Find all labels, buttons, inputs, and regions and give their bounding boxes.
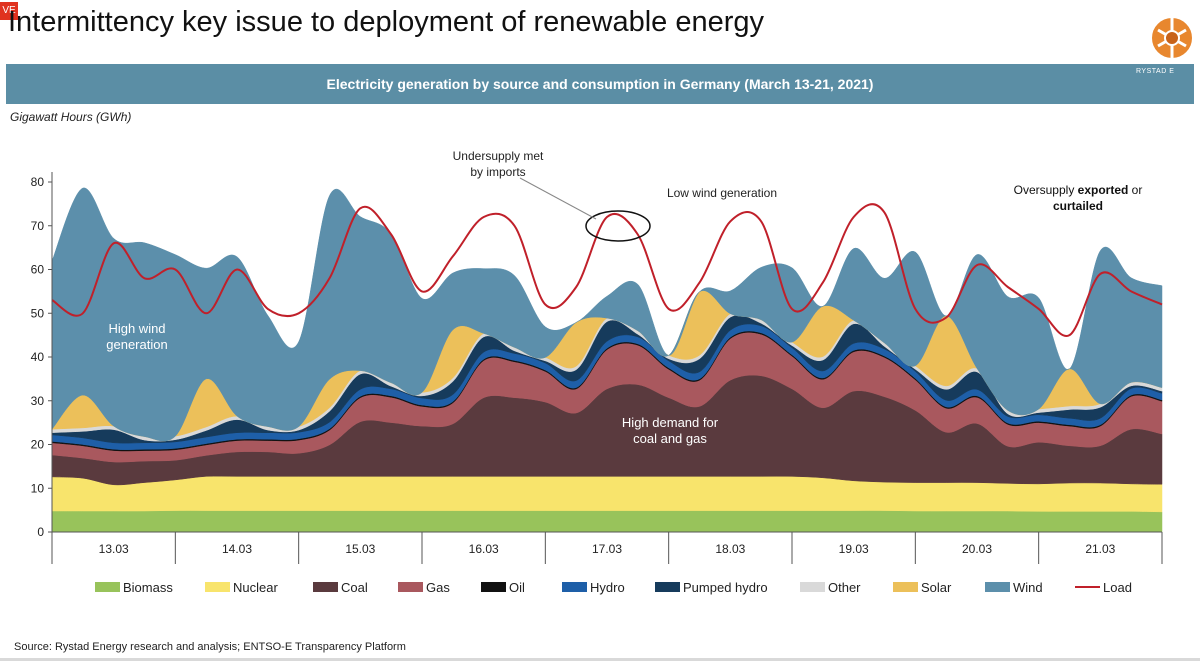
annotation-undersupply-met-by-imports: by imports: [470, 165, 525, 179]
annotation-high-wind-generation: High wind: [108, 321, 165, 336]
rystad-logo-icon: [1150, 16, 1194, 60]
logo-text: RYSTAD E: [1136, 68, 1175, 75]
y-tick-label: 0: [37, 525, 44, 539]
annotation-high-demand-for-coal-and-gas: High demand for: [622, 415, 719, 430]
legend-label-nuclear: Nuclear: [233, 580, 278, 595]
legend-label-pumped-hydro: Pumped hydro: [683, 580, 768, 595]
annotation-high-wind-generation: generation: [106, 337, 167, 352]
legend-label-gas: Gas: [426, 580, 450, 595]
y-tick-label: 70: [31, 219, 45, 233]
y-tick-label: 10: [31, 481, 45, 495]
live-badge: VE: [0, 2, 18, 20]
legend-swatch-nuclear: [205, 582, 230, 592]
y-axis-unit-label: Gigawatt Hours (GWh): [10, 110, 132, 124]
area-biomass: [51, 510, 1163, 533]
annotation-undersupply-met-by-imports: Undersupply met: [453, 149, 544, 163]
y-tick-label: 30: [31, 394, 45, 408]
legend-swatch-coal: [313, 582, 338, 592]
x-tick-label: 15.03: [345, 542, 375, 556]
chart-title: Electricity generation by source and con…: [326, 76, 874, 92]
legend-swatch-pumped-hydro: [655, 582, 680, 592]
annotation-oversupply-exported-or-curtailed: curtailed: [1053, 199, 1103, 213]
source-note: Source: Rystad Energy research and analy…: [14, 641, 406, 653]
legend-label-oil: Oil: [509, 580, 525, 595]
x-tick-label: 20.03: [962, 542, 992, 556]
legend-label-coal: Coal: [341, 580, 368, 595]
chart-title-banner: Electricity generation by source and con…: [6, 64, 1194, 104]
legend-swatch-solar: [893, 582, 918, 592]
legend-swatch-biomass: [95, 582, 120, 592]
bottom-divider: [0, 658, 1200, 661]
annotation-high-demand-for-coal-and-gas: coal and gas: [633, 431, 707, 446]
page-title: Intermittency key issue to deployment of…: [8, 6, 765, 38]
x-tick-label: 13.03: [99, 542, 129, 556]
y-tick-label: 20: [31, 438, 45, 452]
x-tick-label: 18.03: [715, 542, 745, 556]
x-tick-label: 17.03: [592, 542, 622, 556]
legend-swatch-gas: [398, 582, 423, 592]
y-tick-label: 60: [31, 263, 45, 277]
legend-label-solar: Solar: [921, 580, 952, 595]
legend-label-biomass: Biomass: [123, 580, 173, 595]
annotation-low-wind-generation: Low wind generation: [667, 186, 777, 200]
line-load: [51, 203, 1163, 337]
legend-swatch-hydro: [562, 582, 587, 592]
annotation-oversupply-exported-or-curtailed: Oversupply exported or: [1014, 183, 1143, 197]
x-tick-label: 19.03: [839, 542, 869, 556]
legend-swatch-wind: [985, 582, 1010, 592]
x-tick-label: 21.03: [1085, 542, 1115, 556]
undersupply-highlight-circle: [585, 210, 651, 242]
legend-label-other: Other: [828, 580, 861, 595]
y-tick-label: 80: [31, 175, 45, 189]
legend-label-wind: Wind: [1013, 580, 1043, 595]
stacked-area-chart: 0 10 20 30 40 50 60 70 80 13.03 14.03 15.03 16.03 17.…: [31, 149, 1163, 595]
y-tick-label: 50: [31, 306, 45, 320]
legend-swatch-oil: [481, 582, 506, 592]
x-tick-label: 14.03: [222, 542, 252, 556]
legend-label-load: Load: [1103, 580, 1132, 595]
annotation-pointer-line: [519, 177, 597, 220]
legend-swatch-other: [800, 582, 825, 592]
legend-label-hydro: Hydro: [590, 580, 625, 595]
x-tick-label: 16.03: [469, 542, 499, 556]
y-tick-label: 40: [31, 350, 45, 364]
